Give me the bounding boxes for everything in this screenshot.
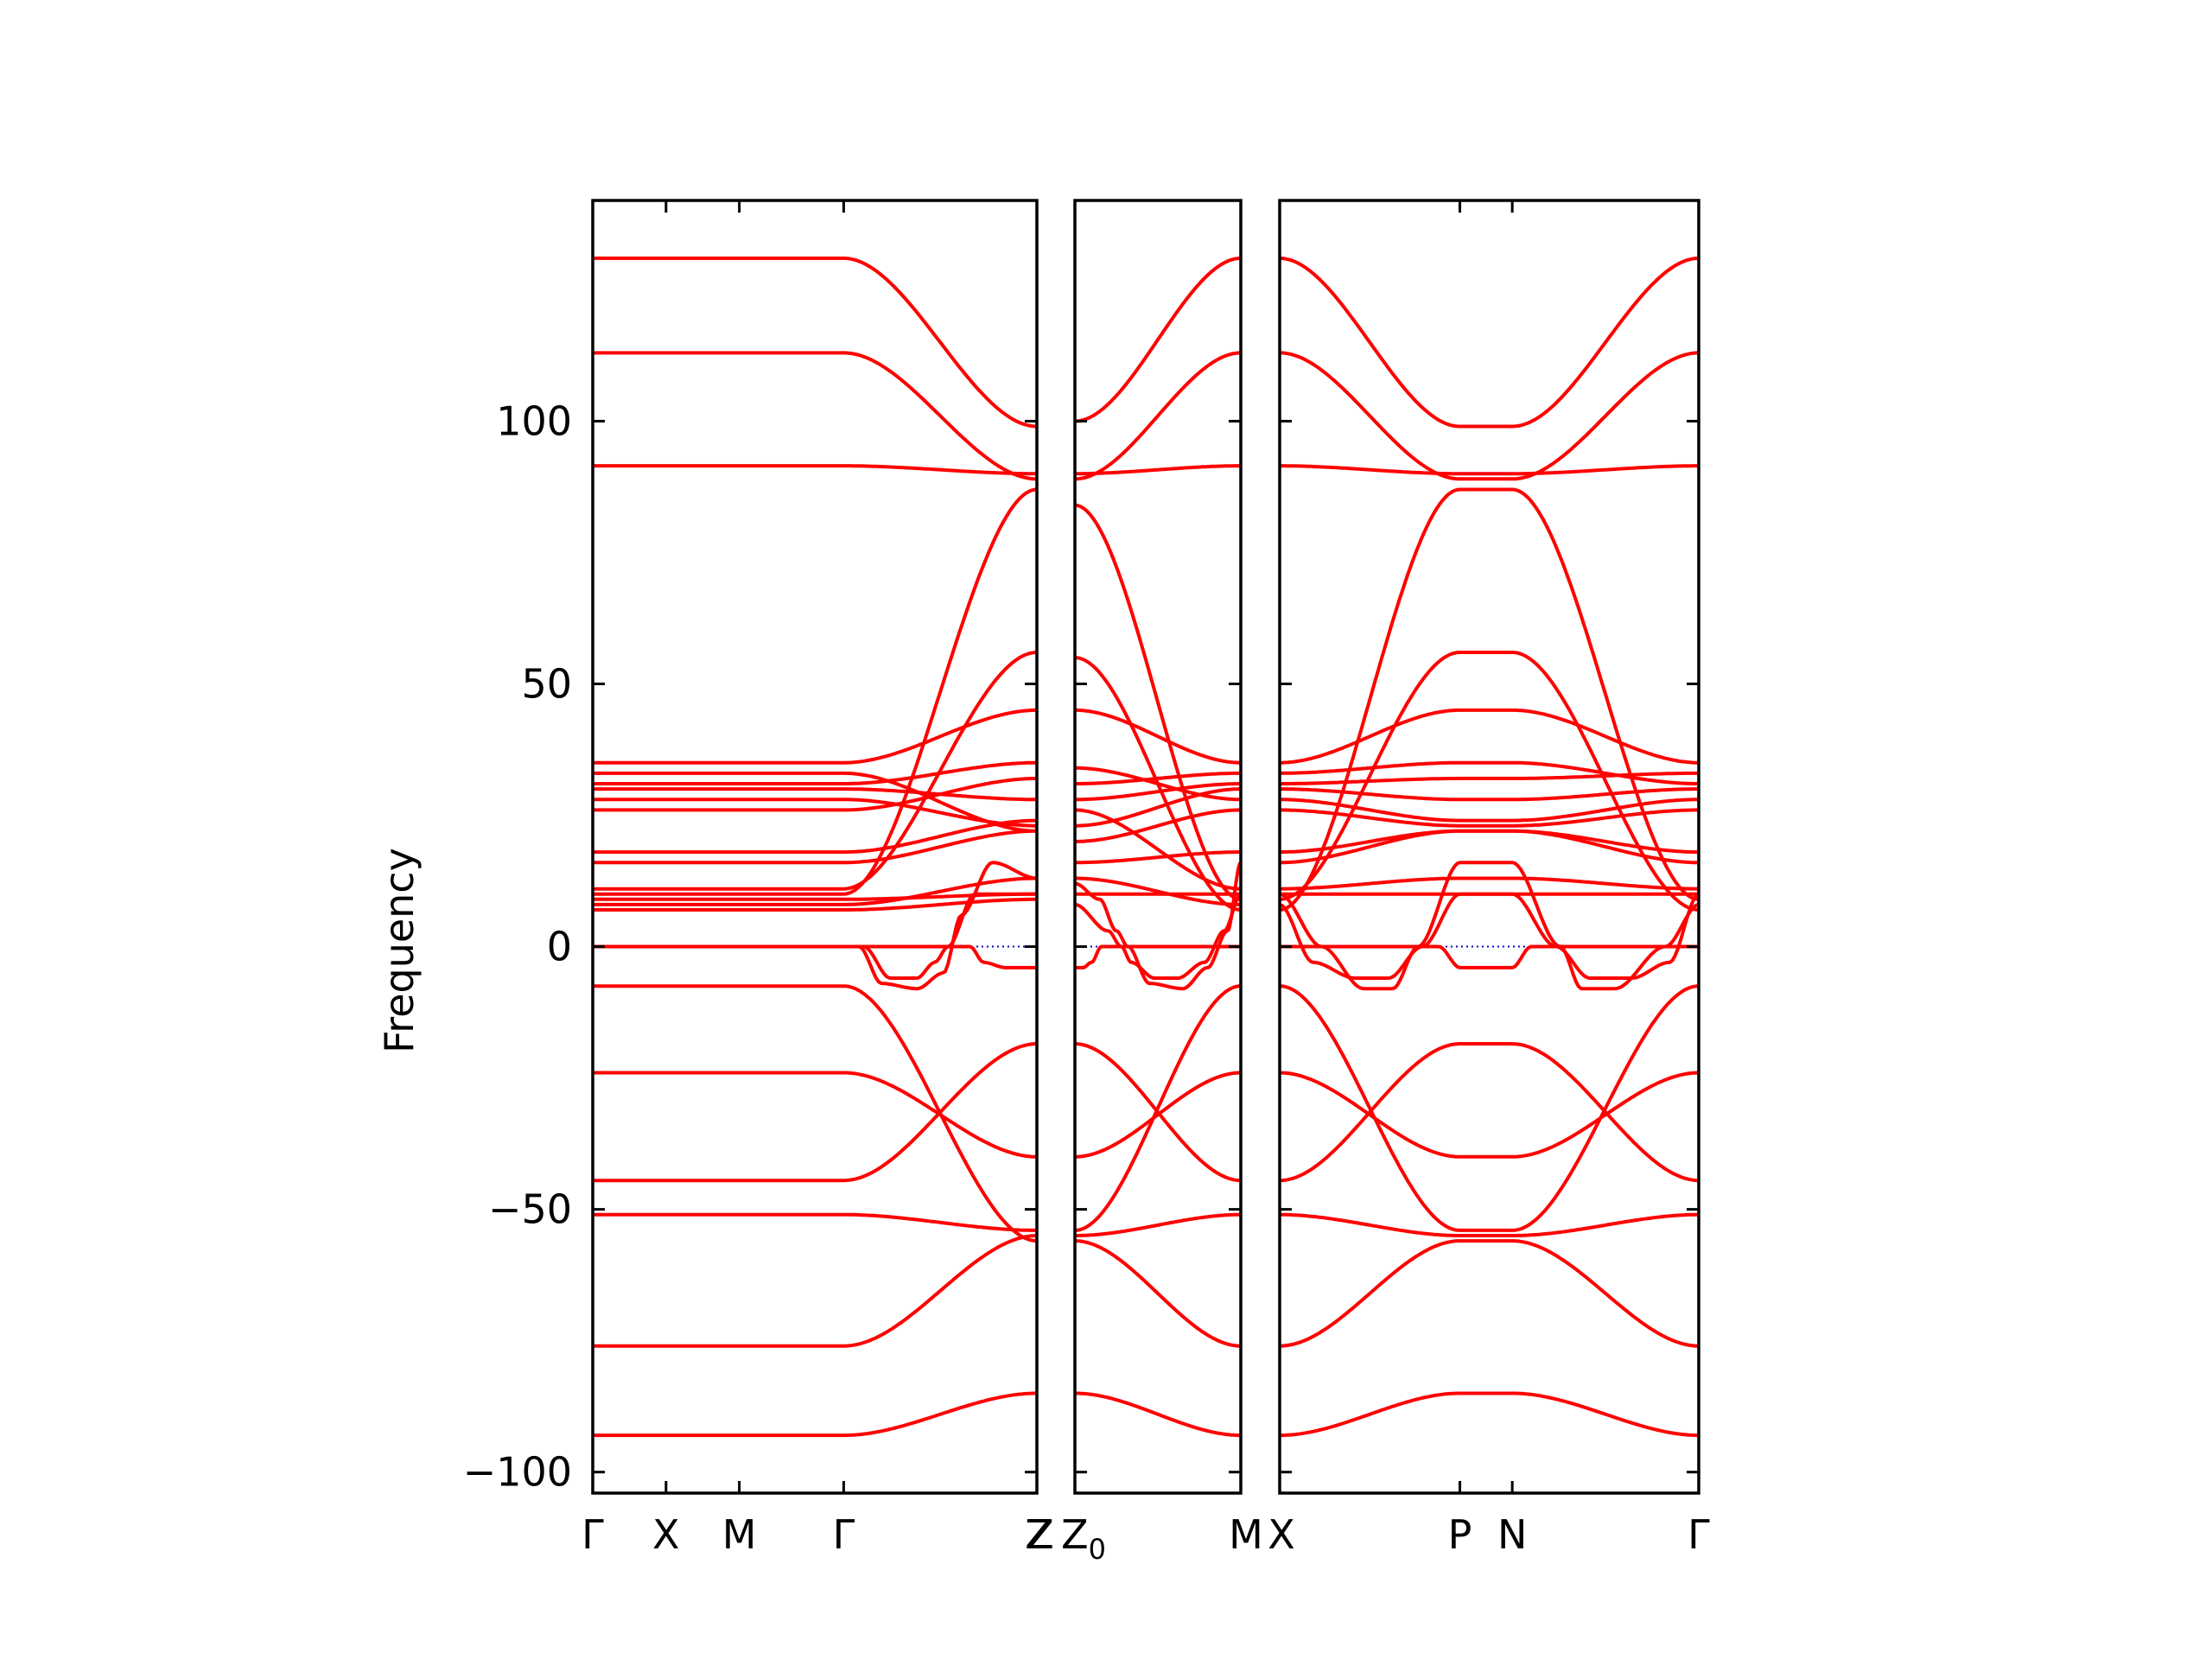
band-line-22 — [1074, 1212, 1242, 1237]
band-line-1 — [1279, 256, 1700, 429]
band-line-3 — [1280, 464, 1699, 476]
panel-frame — [1278, 199, 1700, 1495]
band-line-21 — [1074, 984, 1242, 1232]
band-line-11 — [1280, 808, 1699, 828]
band-line-21 — [1279, 1042, 1700, 1183]
band-line-23 — [1074, 1239, 1242, 1348]
band-line-14 — [1279, 876, 1700, 891]
x-tick-label: X — [1268, 1511, 1295, 1558]
band-line-12 — [1074, 808, 1242, 843]
x-tick-label: P — [1448, 1511, 1472, 1558]
band-line-8 — [593, 798, 1037, 828]
band-line-11 — [593, 829, 1037, 865]
band-line-7 — [1280, 760, 1699, 785]
band-line-8 — [1280, 771, 1699, 785]
panel-3 — [1278, 199, 1700, 1495]
band-line-6 — [593, 760, 1037, 785]
band-line-10 — [593, 818, 1037, 855]
band-line-14 — [593, 892, 1037, 901]
x-tick-label: Z — [1027, 1511, 1054, 1558]
y-axis-label: Frequency — [376, 848, 423, 1053]
x-tick-label: X — [652, 1511, 680, 1558]
band-line-13 — [593, 487, 1038, 896]
band-line-17 — [1074, 892, 1242, 980]
band-line-23 — [593, 1212, 1037, 1232]
band-line-2 — [1280, 351, 1699, 481]
band-line-23 — [1279, 1239, 1699, 1348]
band-line-11 — [1074, 787, 1242, 828]
band-line-9 — [593, 776, 1038, 812]
band-line-24 — [593, 1234, 1038, 1348]
x-tick-label: Γ — [833, 1511, 855, 1558]
band-line-4 — [1074, 503, 1242, 901]
band-line-19 — [593, 944, 1037, 969]
band-line-12 — [593, 651, 1038, 891]
band-line-24 — [1280, 1391, 1699, 1438]
x-tick-label: M — [722, 1511, 757, 1558]
panel-frame — [591, 199, 1039, 1495]
x-tick-label: Γ — [582, 1511, 604, 1558]
band-line-16 — [593, 897, 1037, 912]
band-line-3 — [1074, 464, 1242, 476]
band-line-20 — [1279, 1071, 1700, 1159]
band-line-21 — [593, 1071, 1038, 1159]
band-line-14 — [1074, 876, 1242, 906]
band-line-6 — [1074, 708, 1242, 765]
band-line-3 — [593, 464, 1037, 476]
x-tick-label: N — [1497, 1511, 1527, 1558]
band-line-8 — [1074, 771, 1242, 785]
band-line-15 — [593, 876, 1037, 906]
band-line-18 — [1074, 944, 1242, 969]
band-line-19 — [1279, 984, 1700, 1232]
x-tick-label: Z — [1025, 1511, 1052, 1558]
chart-panels — [591, 199, 1700, 1495]
band-line-22 — [1280, 1212, 1699, 1237]
panel-2 — [1073, 199, 1243, 1495]
x-tick-label: Γ — [1688, 1511, 1710, 1558]
band-line-18 — [1280, 944, 1699, 969]
band-line-7 — [593, 787, 1037, 802]
band-line-10 — [1280, 798, 1699, 823]
band-line-1 — [593, 256, 1038, 429]
y-tick-label: −50 — [488, 1186, 572, 1233]
band-line-9 — [1074, 782, 1242, 802]
band-line-22 — [593, 1042, 1038, 1183]
x-tick-label: Z0 — [1061, 1511, 1106, 1566]
band-line-25 — [593, 1391, 1037, 1438]
band-line-24 — [1074, 1391, 1242, 1438]
panel-frame — [1073, 199, 1243, 1495]
y-tick-labels: 100 50 0 −50 −100 — [463, 397, 572, 1495]
band-line-13 — [1074, 850, 1242, 865]
band-line-6 — [1280, 708, 1699, 765]
y-tick-label: 100 — [496, 397, 572, 444]
band-line-2 — [1074, 351, 1242, 481]
band-line-20 — [593, 984, 1038, 1243]
x-tick-labels: Γ X M Γ ZZ Z0 M X P N Γ — [582, 1511, 1710, 1566]
band-line-13 — [1280, 829, 1699, 865]
band-line-9 — [1280, 787, 1699, 802]
band-line-17 — [1279, 892, 1700, 980]
y-tick-label: 50 — [521, 660, 572, 707]
band-line-20 — [1074, 1071, 1242, 1159]
band-line-2 — [593, 351, 1038, 481]
band-line-1 — [1074, 256, 1242, 423]
y-tick-label: 0 — [547, 924, 572, 970]
band-line-7 — [1074, 766, 1242, 802]
y-tick-label: −100 — [463, 1449, 572, 1496]
band-line-16 — [1074, 861, 1243, 991]
band-line-5 — [593, 771, 1038, 833]
band-line-10 — [1074, 808, 1242, 891]
x-tick-label: M — [1229, 1511, 1263, 1558]
band-line-16 — [1279, 861, 1700, 991]
panel-1 — [591, 199, 1039, 1495]
band-line-17 — [593, 861, 1038, 991]
